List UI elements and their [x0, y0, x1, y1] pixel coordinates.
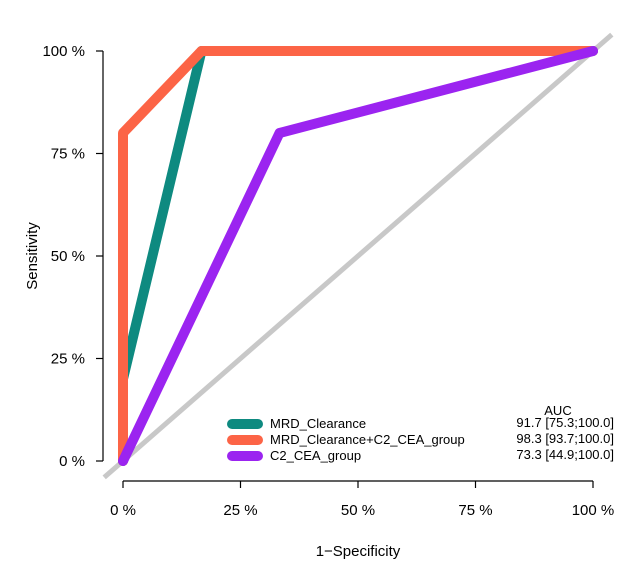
legend-auc-value: 98.3 [93.7;100.0] [516, 431, 614, 446]
x-tick-label: 25 % [223, 502, 257, 519]
legend-auc-value: 91.7 [75.3;100.0] [516, 415, 614, 430]
legend: AUC MRD_Clearance 91.7 [75.3;100.0] MRD_Cl… [227, 403, 614, 463]
y-tick-label: 25 % [51, 351, 85, 368]
reference-diagonal-line [102, 32, 614, 480]
x-axis-label: 1−Specificity [316, 543, 401, 560]
legend-series-name: C2_CEA_group [270, 448, 361, 463]
legend-series-name: MRD_Clearance+C2_CEA_group [270, 432, 465, 447]
x-axis-ticks: 0 % 25 % 50 % 75 % 100 % [110, 481, 614, 519]
y-axis-label: Sensitivity [24, 222, 41, 290]
series-line-mrd-clearance-c2-cea-group [118, 46, 598, 466]
legend-auc-value: 73.3 [44.9;100.0] [516, 447, 614, 462]
series-layer [118, 46, 598, 466]
y-tick-label: 100 % [42, 43, 85, 60]
y-tick-label: 75 % [51, 146, 85, 163]
x-tick-label: 50 % [341, 502, 375, 519]
x-tick-label: 75 % [458, 502, 492, 519]
series-line-c2-cea-group [118, 46, 598, 466]
legend-series-name: MRD_Clearance [270, 416, 366, 431]
x-tick-label: 100 % [572, 502, 615, 519]
x-tick-label: 0 % [110, 502, 136, 519]
legend-auc-title: AUC [544, 403, 571, 418]
y-axis-ticks: 0 % 25 % 50 % 75 % 100 % [42, 43, 103, 470]
y-tick-label: 50 % [51, 248, 85, 265]
y-tick-label: 0 % [59, 453, 85, 470]
